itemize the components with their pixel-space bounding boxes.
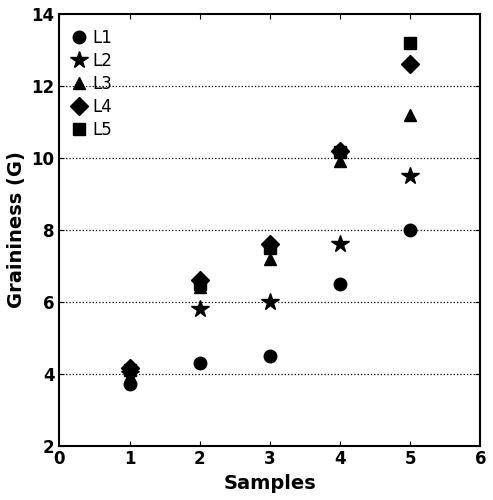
L2: [407, 173, 413, 179]
L2: [197, 306, 203, 312]
L4: [337, 148, 343, 154]
L1: [337, 281, 343, 287]
L1: [197, 360, 203, 366]
L5: [267, 245, 273, 251]
L1: [407, 227, 413, 233]
Line: L2: L2: [121, 167, 419, 382]
L3: [267, 256, 273, 262]
L1: [127, 382, 133, 388]
L3: [127, 364, 133, 370]
Y-axis label: Graininess (G): Graininess (G): [7, 152, 26, 308]
L3: [337, 158, 343, 164]
L5: [127, 367, 133, 373]
L4: [197, 277, 203, 283]
Legend: L1, L2, L3, L4, L5: L1, L2, L3, L4, L5: [68, 22, 119, 146]
Line: L4: L4: [123, 58, 417, 374]
X-axis label: Samples: Samples: [223, 474, 317, 493]
L4: [127, 366, 133, 372]
Line: L5: L5: [123, 36, 417, 376]
L3: [197, 284, 203, 290]
L5: [197, 281, 203, 287]
L2: [337, 241, 343, 247]
L5: [337, 150, 343, 156]
Line: L3: L3: [123, 108, 417, 372]
Line: L1: L1: [123, 224, 417, 390]
L2: [127, 370, 133, 376]
L2: [267, 298, 273, 304]
L4: [407, 62, 413, 68]
L5: [407, 40, 413, 46]
L3: [407, 112, 413, 117]
L4: [267, 241, 273, 247]
L1: [267, 352, 273, 358]
